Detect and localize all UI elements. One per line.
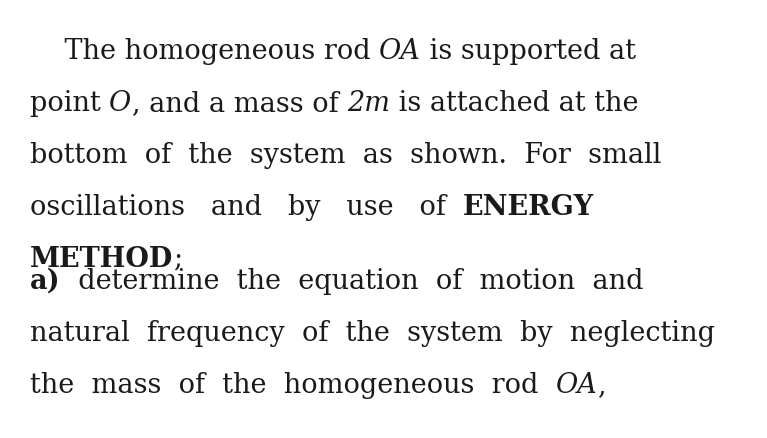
Text: 2m: 2m xyxy=(347,90,390,117)
Text: determine  the  equation  of  motion  and: determine the equation of motion and xyxy=(61,268,643,295)
Text: ;: ; xyxy=(173,246,183,273)
Text: oscillations   and   by   use   of: oscillations and by use of xyxy=(30,194,463,221)
Text: a): a) xyxy=(30,268,61,295)
Text: OA: OA xyxy=(379,38,421,65)
Text: is supported at: is supported at xyxy=(421,38,636,65)
Text: is attached at the: is attached at the xyxy=(390,90,638,117)
Text: natural  frequency  of  the  system  by  neglecting: natural frequency of the system by negle… xyxy=(30,320,715,347)
Text: The homogeneous rod: The homogeneous rod xyxy=(30,38,379,65)
Text: ENERGY: ENERGY xyxy=(463,194,594,221)
Text: point: point xyxy=(30,90,110,117)
Text: OA: OA xyxy=(555,372,597,399)
Text: METHOD: METHOD xyxy=(30,246,173,273)
Text: bottom  of  the  system  as  shown.  For  small: bottom of the system as shown. For small xyxy=(30,142,661,169)
Text: ,: , xyxy=(597,372,606,399)
Text: the  mass  of  the  homogeneous  rod: the mass of the homogeneous rod xyxy=(30,372,555,399)
Text: O: O xyxy=(110,90,132,117)
Text: , and a mass of: , and a mass of xyxy=(132,90,347,117)
